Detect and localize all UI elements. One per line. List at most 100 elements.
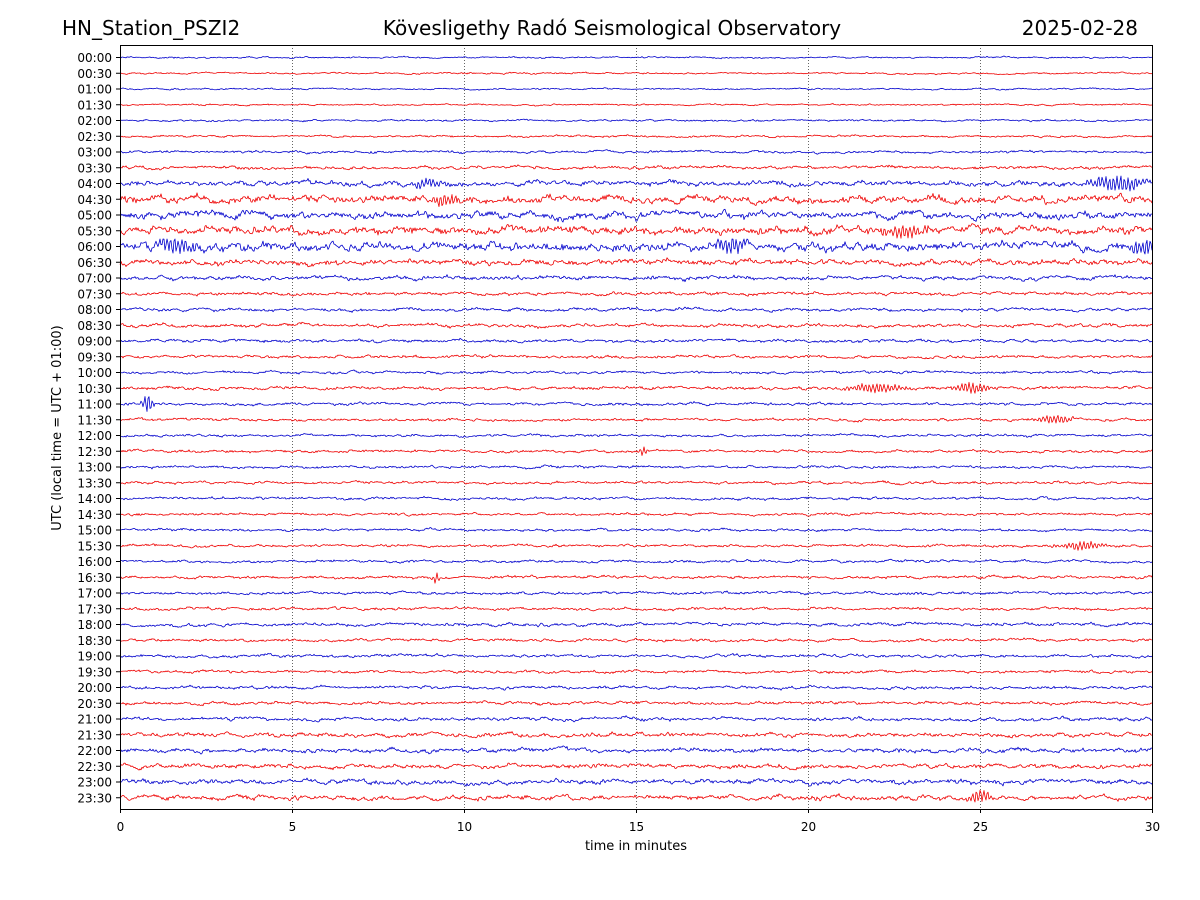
y-tick-label: 19:00 [77,650,112,664]
y-tick-label: 09:00 [77,335,112,349]
trace-2130 [119,731,1153,739]
trace-2200 [119,745,1153,755]
y-tick-label: 17:00 [77,587,112,601]
trace-0200 [119,118,1153,123]
y-axis-label: UTC (local time = UTC + 01:00) [50,325,65,530]
y-tick-label: 01:00 [77,83,112,97]
y-tick-label: 08:30 [77,319,112,333]
trace-2230 [119,762,1153,771]
trace-0800 [119,306,1153,313]
trace-1730 [119,606,1153,612]
y-tick-label: 17:30 [77,602,112,616]
seismic-traces [119,55,1153,803]
trace-0730 [119,290,1153,297]
y-tick-label: 03:30 [77,161,112,175]
trace-0900 [119,337,1153,344]
y-tick-label: 07:30 [77,287,112,301]
y-tick-label: 11:00 [77,398,112,412]
x-tick-label: 10 [457,820,472,834]
x-tick-label: 30 [1145,820,1160,834]
y-tick-label: 20:30 [77,697,112,711]
trace-0500 [119,208,1153,223]
trace-1430 [119,511,1153,517]
trace-0530 [119,223,1153,239]
y-tick-label: 11:30 [77,413,112,427]
x-axis-label: time in minutes [585,839,687,854]
y-tick-label: 06:30 [77,256,112,270]
y-tick-label: 10:00 [77,366,112,380]
trace-1500 [119,527,1153,533]
chart-title: Kövesligethy Radó Seismological Observat… [382,16,842,40]
y-tick-label: 01:30 [77,98,112,112]
y-tick-label: 00:00 [77,51,112,65]
x-tick-label: 15 [629,820,644,834]
y-tick-label: 10:30 [77,382,112,396]
trace-0700 [119,274,1153,283]
trace-0400 [119,175,1153,192]
y-tick-label: 16:30 [77,571,112,585]
y-tick-label: 18:30 [77,634,112,648]
x-tick-label: 25 [973,820,988,834]
x-tick-label: 5 [289,820,297,834]
x-axis: 0 5 10 15 20 25 30 [117,809,1160,834]
y-tick-label: 19:30 [77,665,112,679]
trace-1930 [119,669,1153,675]
y-tick-label: 02:00 [77,114,112,128]
trace-1330 [119,480,1153,486]
trace-2100 [119,715,1153,723]
trace-2000 [119,684,1153,691]
y-tick-label: 23:00 [77,776,112,790]
trace-0630 [119,257,1153,268]
y-tick-label: 18:00 [77,618,112,632]
y-tick-label: 06:00 [77,240,112,254]
y-tick-label: 21:00 [77,713,112,727]
y-tick-label: 14:30 [77,508,112,522]
trace-1800 [119,621,1153,628]
trace-2330 [119,789,1153,803]
trace-1630 [119,572,1153,584]
y-tick-label: 22:00 [77,744,112,758]
y-tick-label: 08:00 [77,303,112,317]
trace-1230 [119,446,1153,456]
station-name: HN_Station_PSZI2 [62,16,241,40]
trace-0430 [119,192,1153,208]
y-tick-label: 13:00 [77,461,112,475]
y-tick-label: 15:00 [77,524,112,538]
y-tick-label: 16:00 [77,555,112,569]
trace-0000 [119,55,1153,60]
y-tick-label: 05:00 [77,209,112,223]
y-tick-label: 13:30 [77,476,112,490]
record-date: 2025-02-28 [1021,16,1138,40]
y-tick-label: 09:30 [77,350,112,364]
x-tick-label: 0 [117,820,125,834]
trace-1530 [119,540,1153,551]
trace-1700 [119,590,1153,596]
trace-0100 [119,87,1153,91]
trace-1300 [119,464,1153,470]
y-tick-label: 04:00 [77,177,112,191]
trace-1130 [119,415,1153,424]
trace-1000 [119,369,1153,375]
y-tick-label: 12:30 [77,445,112,459]
trace-2030 [119,700,1153,707]
trace-1900 [119,652,1153,659]
trace-1030 [119,381,1153,394]
y-tick-label: 12:00 [77,429,112,443]
y-tick-label: 14:00 [77,492,112,506]
y-tick-label: 05:30 [77,224,112,238]
plot-frame [120,45,1153,810]
trace-0030 [119,71,1153,76]
trace-0230 [119,134,1153,139]
vertical-gridlines [292,45,981,809]
trace-0930 [119,354,1153,360]
y-tick-label: 20:00 [77,681,112,695]
y-tick-label: 07:00 [77,272,112,286]
y-tick-label: 21:30 [77,728,112,742]
y-tick-label: 22:30 [77,760,112,774]
trace-0300 [119,149,1153,155]
y-tick-label: 23:30 [77,791,112,805]
trace-0330 [119,164,1153,171]
trace-2300 [119,777,1153,787]
